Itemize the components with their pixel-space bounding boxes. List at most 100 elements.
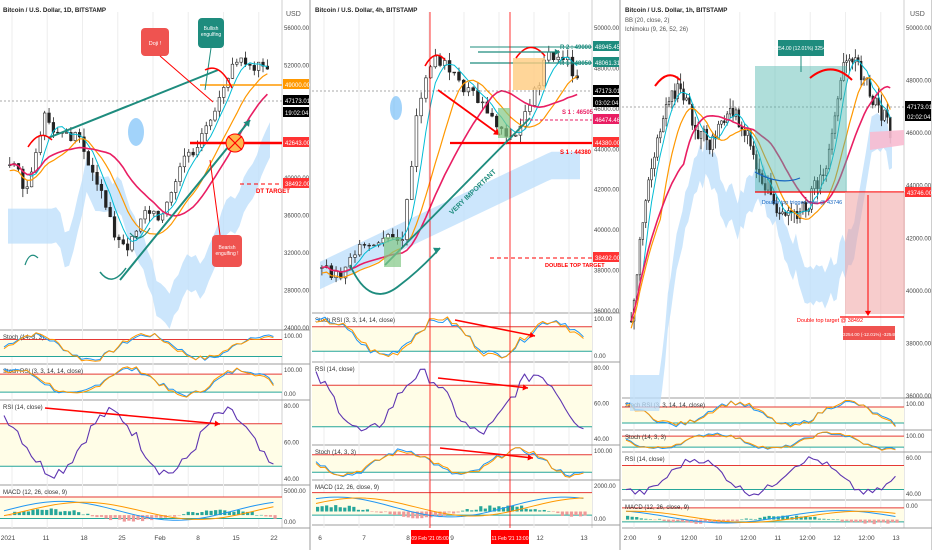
- macd-histogram-bar: [804, 516, 808, 520]
- indicator-title: MACD (12, 26, close, 9): [3, 490, 67, 496]
- candle-body: [405, 199, 409, 240]
- signal-line: [315, 497, 584, 517]
- macd-histogram-bar: [352, 506, 356, 512]
- indicator-band: [0, 374, 282, 393]
- macd-histogram-bar: [551, 511, 555, 512]
- candle-body: [99, 183, 104, 191]
- candle-body: [656, 137, 659, 158]
- tenkan-line: [630, 59, 891, 322]
- macd-histogram-bar: [109, 515, 113, 521]
- trigger-label: Double top trigger level @ 43746: [762, 200, 843, 206]
- macd-histogram-bar: [95, 515, 99, 518]
- candle-body: [528, 105, 532, 112]
- signal-line: [3, 501, 274, 520]
- candle-body: [556, 56, 560, 61]
- macd-histogram-bar: [758, 517, 762, 520]
- candle-body: [217, 97, 221, 112]
- macd-histogram-bar: [483, 508, 487, 512]
- candle-body: [400, 239, 404, 241]
- candle-body: [419, 97, 423, 117]
- x-tick-label: 11: [774, 535, 781, 542]
- candle-body: [91, 164, 95, 173]
- doji-pointer: [159, 55, 214, 103]
- k-line: [625, 432, 896, 451]
- macd-histogram-bar: [474, 509, 478, 512]
- macd-histogram-bar: [890, 519, 895, 523]
- price-tick-label: 40000.00: [906, 289, 932, 295]
- macd-histogram-bar: [753, 519, 758, 520]
- candle-body: [570, 56, 575, 77]
- indicator-tick-label: 0.00: [284, 520, 296, 526]
- macd-histogram-bar: [831, 519, 835, 520]
- bearish-callout: [212, 235, 242, 267]
- macd-histogram-bar: [506, 505, 510, 512]
- macd-histogram-bar: [740, 519, 744, 521]
- macd-histogram-bar: [560, 511, 564, 516]
- indicator-band: [622, 507, 904, 522]
- candle-body: [108, 207, 112, 218]
- macd-histogram-bar: [227, 511, 231, 516]
- candle-body: [25, 186, 29, 189]
- candle-body: [848, 58, 851, 62]
- candle-body: [126, 243, 130, 251]
- candle-body: [833, 115, 837, 134]
- candle-body: [452, 71, 456, 74]
- price-tag: [905, 101, 931, 111]
- measured-box-label: 3254.00 (12.01%) 32540: [773, 46, 828, 52]
- price-tag: [283, 178, 309, 188]
- indicator-title: Stoch (14, 3, 3): [625, 435, 666, 441]
- macd-histogram-bar: [49, 508, 53, 516]
- macd-histogram-bar: [556, 511, 560, 514]
- x-tick-label: 9: [658, 535, 662, 542]
- price-tick-label: 36000.00: [594, 309, 620, 315]
- macd-histogram-bar: [259, 514, 263, 516]
- indicator-tick-label: 60.00: [906, 456, 922, 462]
- indicator-tick-label: 2000.00: [594, 484, 616, 490]
- macd-histogram-bar: [200, 512, 204, 516]
- candle-body: [813, 180, 816, 190]
- candle-body: [825, 168, 828, 176]
- macd-histogram-bar: [877, 519, 881, 523]
- candle-body: [699, 131, 703, 139]
- price-tick-label: 46000.00: [594, 107, 620, 113]
- macd-histogram-bar: [316, 506, 320, 512]
- macd-histogram-bar: [470, 510, 474, 512]
- macd-histogram-bar: [680, 519, 684, 522]
- macd-histogram-bar: [118, 515, 122, 520]
- candle-body: [117, 236, 121, 241]
- candle-body: [104, 190, 108, 208]
- macd-histogram-bar: [630, 516, 634, 520]
- d-line: [315, 316, 584, 359]
- candle-body: [209, 119, 213, 127]
- macd-histogram-bar: [849, 519, 853, 523]
- bearish-label: Bearish engulfing !: [215, 245, 238, 257]
- arrow-head: [529, 331, 535, 339]
- macd-histogram-bar: [232, 511, 236, 516]
- candle-body: [691, 103, 694, 126]
- macd-histogram-bar: [172, 515, 177, 517]
- candle-body: [121, 239, 125, 245]
- x-tick-label: 12:00: [858, 535, 875, 542]
- macd-histogram-bar: [150, 515, 154, 521]
- macd-histogram-bar: [671, 519, 675, 522]
- arrow-head: [522, 384, 528, 391]
- candle-body: [424, 77, 428, 99]
- candle-body: [755, 154, 758, 170]
- candle-body: [47, 112, 51, 123]
- macd-histogram-bar: [31, 509, 35, 516]
- x-tick-label: 12:00: [799, 535, 816, 542]
- indicator-tick-label: 40.00: [906, 492, 922, 498]
- x-tick-label: Feb: [154, 535, 166, 542]
- s1a-label: S 1 : 46505: [562, 110, 594, 116]
- ema-orange: [630, 77, 891, 329]
- candle-body: [772, 194, 775, 204]
- panel-daily: Bitcoin / U.S. Dollar, 1D, BITSTAMP USD 56…: [0, 0, 311, 550]
- candle-body: [763, 183, 767, 191]
- macd-histogram-bar: [840, 519, 844, 522]
- target-box-label: -3254.00 (-12.01%) -32540: [841, 332, 897, 337]
- axis-unit: USD: [910, 11, 925, 18]
- price-tick-label: 50000.00: [594, 26, 620, 32]
- macd-histogram-bar: [744, 518, 748, 520]
- x-tick-label: 11: [43, 535, 50, 542]
